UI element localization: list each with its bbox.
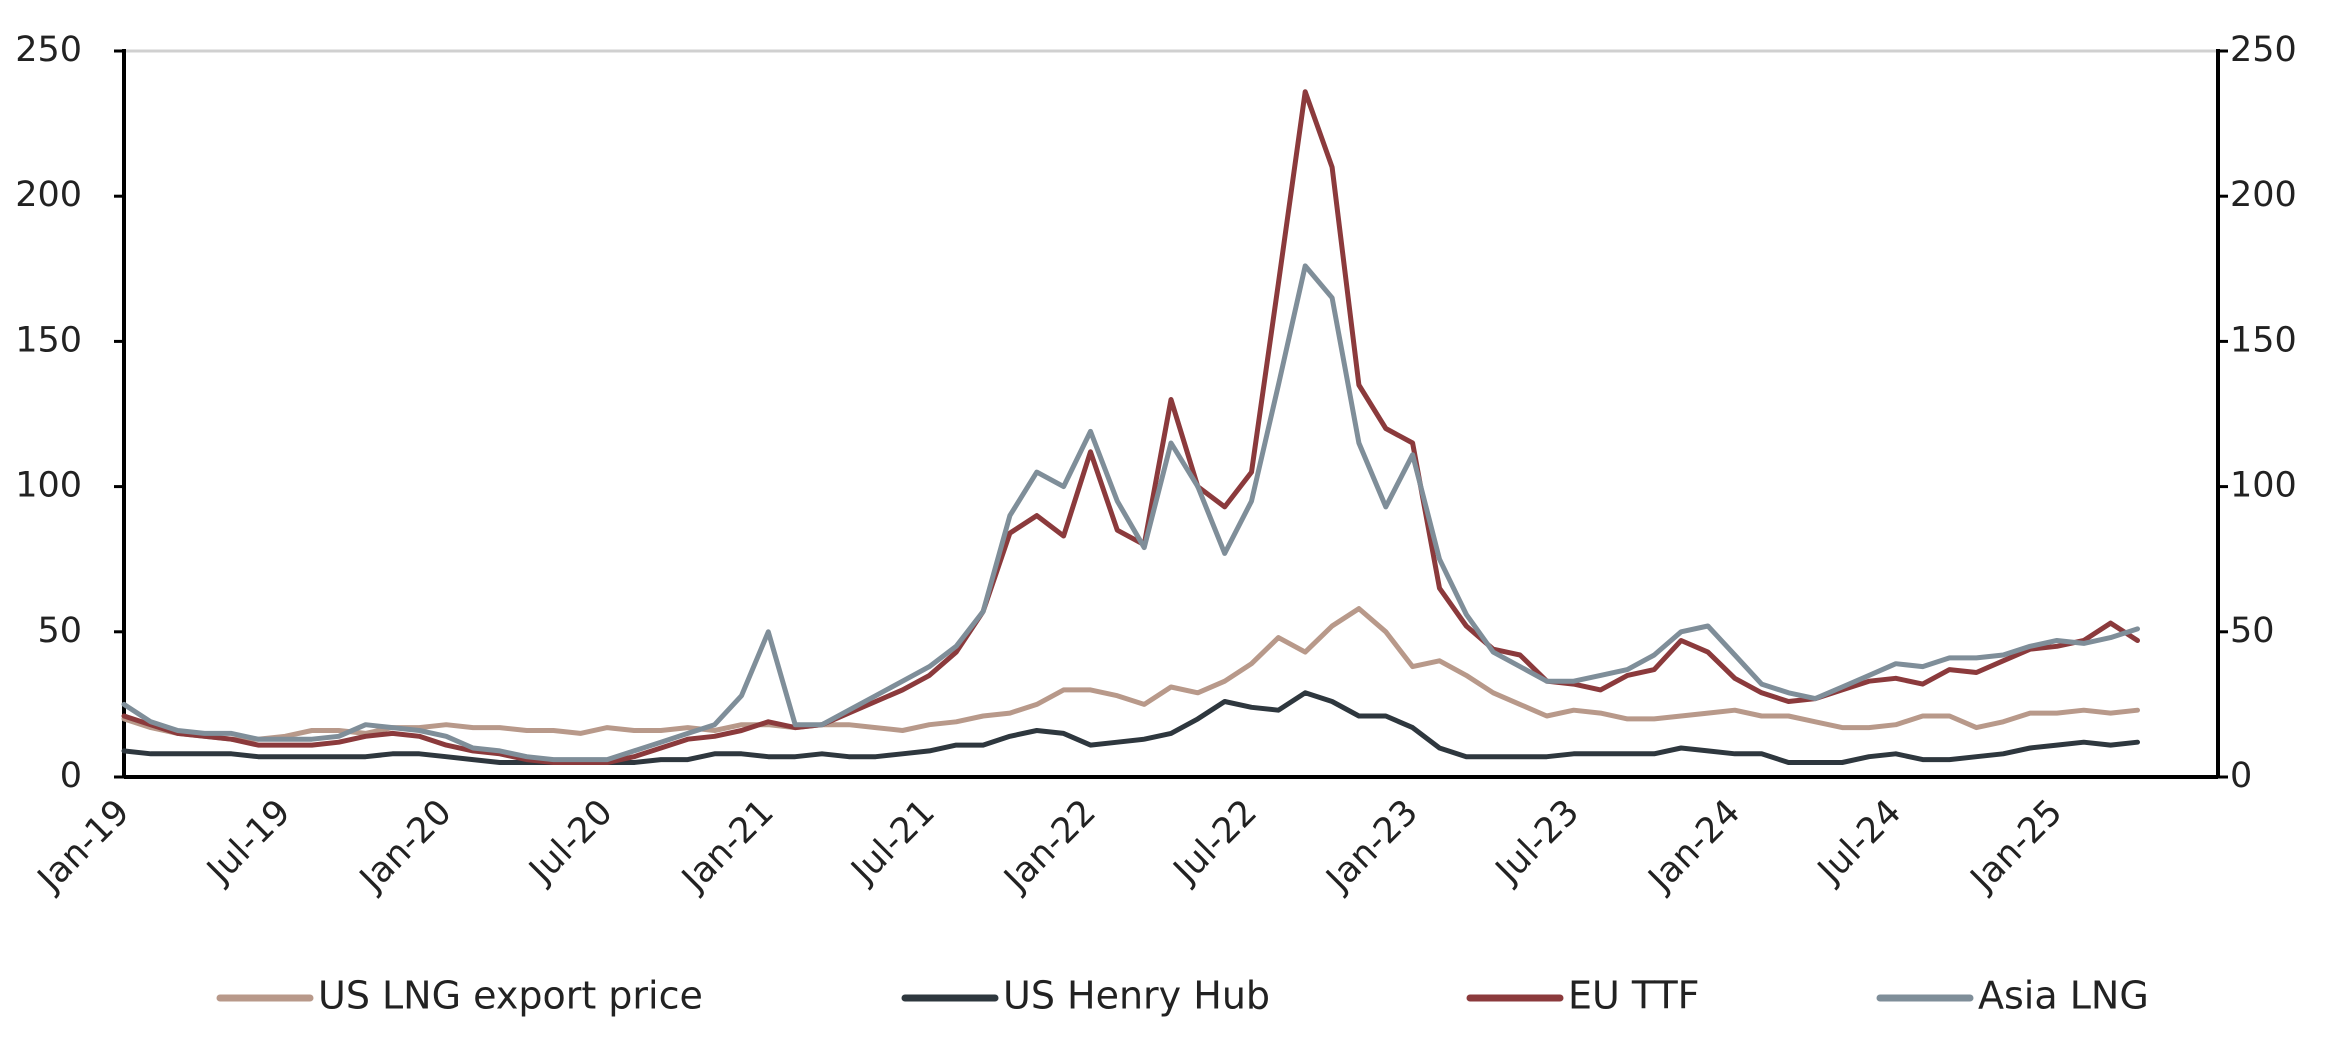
y2-tick-label: 250 (2230, 30, 2297, 70)
y2-tick-label: 0 (2230, 756, 2252, 796)
x-tick-label: Jan-24 (1640, 792, 1748, 900)
x-tick-label: Jan-23 (1318, 792, 1426, 900)
y2-tick-label: 50 (2230, 611, 2275, 651)
y2-tick-label: 200 (2230, 175, 2297, 215)
series-line (121, 606, 2140, 742)
x-tick-label: Jul-19 (199, 792, 299, 892)
y2-tick-label: 100 (2230, 466, 2297, 506)
x-tick-label: Jan-21 (673, 792, 781, 900)
y-tick-label: 200 (15, 175, 82, 215)
series-line (121, 89, 2140, 765)
y-tick-label: 100 (15, 466, 82, 506)
legend-label: US LNG export price (318, 974, 703, 1018)
y-tick-label: 0 (60, 756, 82, 796)
legend-label: Asia LNG (1978, 974, 2149, 1018)
x-tick-label: Jul-22 (1165, 792, 1265, 892)
x-tick-label: Jan-19 (29, 792, 137, 900)
x-tick-label: Jan-22 (996, 792, 1104, 900)
y-tick-label: 150 (15, 320, 82, 360)
legend-label: EU TTF (1568, 974, 1700, 1018)
x-tick-label: Jul-23 (1487, 792, 1587, 892)
x-tick-label: Jul-20 (521, 792, 621, 892)
y2-tick-label: 150 (2230, 320, 2297, 360)
legend-label: US Henry Hub (1003, 974, 1270, 1018)
x-tick-label: Jul-21 (843, 792, 943, 892)
series-line (121, 263, 2140, 763)
x-tick-label: Jan-25 (1962, 792, 2070, 900)
x-tick-label: Jul-24 (1809, 792, 1909, 892)
x-tick-label: Jan-20 (351, 792, 459, 900)
y-tick-label: 250 (15, 30, 82, 70)
series-line (121, 690, 2140, 765)
y-tick-label: 50 (37, 611, 82, 651)
